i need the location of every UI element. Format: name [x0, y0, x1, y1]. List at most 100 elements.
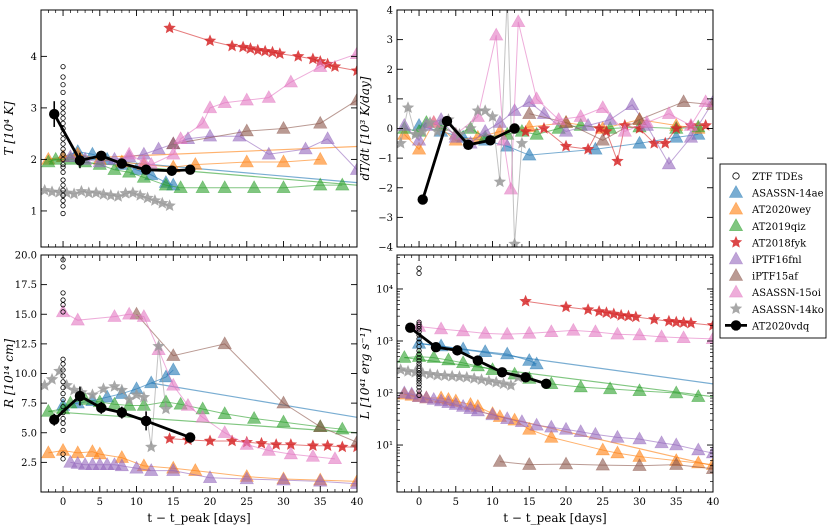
data-point-at2018fyk	[622, 309, 635, 322]
y-tick-label: 12.5	[15, 339, 37, 350]
y-tick-label: 10¹	[376, 441, 393, 452]
data-point-ztf-tde	[60, 115, 66, 121]
data-point-ztf-tde	[416, 363, 422, 369]
data-point-asassn-14ae	[529, 356, 544, 370]
data-point-asassn-14ko	[423, 116, 437, 128]
data-point-iptf16fnl	[610, 429, 625, 443]
data-point-at2020vdq	[430, 341, 442, 353]
data-point-at2018fyk	[306, 52, 320, 65]
data-point-at2018fyk	[559, 300, 573, 313]
data-point-iptf16fnl	[500, 411, 515, 424]
data-point-iptf15af	[595, 457, 610, 471]
fit-line-asassn-14ae	[151, 382, 357, 418]
data-point-at2018fyk	[684, 316, 698, 329]
data-point-iptf15af	[595, 132, 610, 146]
data-point-at2018fyk	[607, 307, 620, 320]
data-point-at2020vdq	[49, 414, 60, 425]
data-point-iptf16fnl	[602, 111, 618, 125]
data-point-iptf15af	[313, 115, 328, 129]
data-point-asassn-15oi	[217, 95, 232, 108]
data-point-ztf-tde	[60, 379, 66, 385]
data-point-asassn-14ko	[431, 368, 444, 381]
data-point-asassn-15oi	[632, 327, 647, 341]
legend-label: AT2020wey	[751, 205, 811, 216]
data-point-ztf-tde	[60, 64, 66, 70]
data-point-asassn-14ko	[453, 370, 466, 383]
legend-marker	[732, 172, 740, 180]
data-point-asassn-14ae	[522, 352, 537, 366]
data-point-asassn-15oi	[433, 321, 449, 335]
data-point-asassn-14ko	[401, 101, 415, 114]
y-tick-label: 2.5	[21, 458, 37, 469]
data-point-iptf15af	[492, 453, 508, 467]
plot-area	[397, 265, 713, 474]
plot-area	[397, 10, 713, 247]
data-point-iptf15af	[349, 434, 357, 448]
data-point-asassn-15oi	[661, 106, 677, 119]
data-point-iptf16fnl	[632, 431, 647, 445]
panel-dTdt: −4 −3 −2 −1 0 1 2 3 4 dT/dt [10³ K/day]	[358, 6, 714, 254]
data-point-at2020vdq	[184, 432, 196, 443]
data-point-at2020wey	[55, 442, 71, 456]
y-tick-label: 1	[31, 206, 37, 217]
y-tick-label: 3	[31, 103, 37, 114]
data-point-at2018fyk	[648, 312, 661, 325]
data-point-asassn-14ko	[159, 402, 173, 415]
data-point-asassn-14ko	[464, 122, 477, 134]
data-point-asassn-15oi	[195, 409, 210, 423]
data-point-ztf-tde	[416, 351, 422, 357]
y-tick-label: −3	[378, 213, 393, 224]
data-point-iptf16fnl	[144, 463, 159, 476]
panel-R: 0 5 10 15 20 25 30 35 40 2.5 5.0 7.5 10.0 12.5 15.0 17.…	[2, 251, 364, 526]
data-point-iptf16fnl	[625, 97, 640, 110]
data-point-at2018fyk	[258, 44, 272, 57]
data-point-asassn-14ko	[60, 378, 73, 391]
data-point-asassn-15oi	[522, 325, 537, 339]
x-tick-label: 10	[486, 497, 499, 508]
data-point-at2020wey	[313, 151, 328, 165]
data-point-at2020vdq	[166, 165, 178, 176]
data-point-ztf-tde	[60, 105, 66, 111]
legend-entry-asassn-15oi: ASASSN-15oi	[728, 284, 821, 299]
legend-marker	[728, 201, 744, 215]
data-point-at2019qiz	[335, 177, 350, 191]
data-point-ztf-tde	[60, 373, 66, 379]
legend-entry-asassn-14ko: ASASSN-14ko	[729, 302, 824, 316]
data-point-iptf16fnl	[514, 414, 530, 427]
legend-marker	[729, 302, 743, 315]
data-point-iptf15af	[632, 111, 647, 125]
x-ticks: 0 5 10 15 20 25 30 35 40	[47, 255, 364, 508]
data-point-ztf-tde	[60, 356, 66, 362]
x-tick-label: 0	[416, 497, 422, 508]
legend-marker	[728, 218, 744, 231]
x-tick-label: 20	[560, 497, 573, 508]
series-at2018fyk	[519, 294, 713, 331]
data-point-asassn-14ko	[137, 390, 151, 403]
data-point-asassn-15oi	[489, 27, 504, 41]
data-point-at2018fyk	[581, 142, 595, 155]
x-tick-label: 15	[167, 497, 180, 508]
data-point-at2019qiz	[455, 355, 471, 369]
data-point-iptf16fnl	[349, 162, 357, 175]
data-point-ztf-tde	[60, 182, 66, 188]
data-point-asassn-14ae	[144, 375, 159, 389]
data-point-ztf-tde	[60, 74, 66, 80]
data-point-ztf-tde	[60, 203, 66, 209]
data-point-asassn-14ko	[508, 237, 521, 247]
data-point-asassn-14ae	[166, 362, 181, 376]
data-point-asassn-14ae	[99, 389, 115, 403]
data-point-ztf-tde	[416, 321, 422, 327]
data-point-iptf16fnl	[129, 460, 144, 474]
data-point-asassn-14ko	[45, 185, 59, 198]
plot-area	[41, 21, 357, 217]
data-point-asassn-14ko	[152, 339, 165, 352]
data-point-iptf16fnl	[63, 149, 78, 163]
data-point-at2020wey	[691, 455, 706, 469]
x-tick-label: 40	[351, 497, 364, 508]
x-tick-label: 25	[240, 497, 253, 508]
data-point-at2020wey	[41, 445, 56, 459]
data-point-asassn-14ko	[409, 127, 422, 140]
data-point-ztf-tde	[60, 177, 66, 183]
x-ticks	[47, 10, 358, 247]
x-ticks: 0 5 10 15 20 25 30 35 40	[403, 255, 719, 508]
